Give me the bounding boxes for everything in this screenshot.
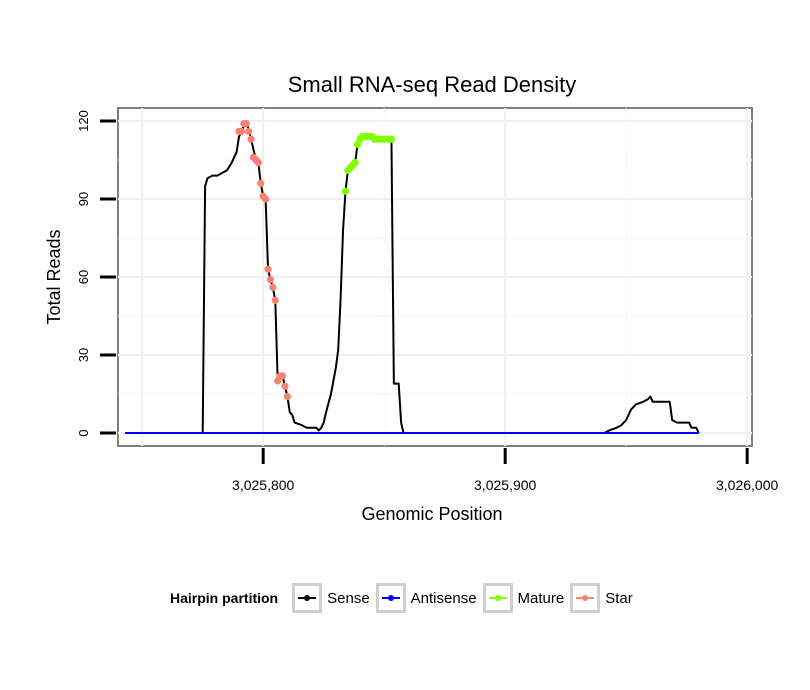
legend-key-star — [570, 583, 601, 613]
legend-key-mature — [482, 583, 513, 613]
legend-key-antisense — [375, 583, 406, 613]
legend-key-sense — [292, 583, 323, 613]
point-mature — [341, 187, 350, 195]
point-star — [281, 382, 289, 390]
point-star — [283, 393, 291, 401]
point-star — [262, 195, 270, 203]
legend-item-sense: Sense — [292, 583, 370, 613]
x-tick-label: 3,026,000 — [716, 477, 778, 493]
y-tick-label: 120 — [76, 110, 91, 132]
point-star — [271, 296, 279, 304]
chart-title: Small RNA-seq Read Density — [288, 72, 577, 97]
plot-panel — [117, 107, 753, 447]
x-tick-label: 3,025,900 — [474, 477, 536, 493]
legend-item-mature: Mature — [482, 583, 565, 613]
y-tick-label: 60 — [76, 270, 91, 284]
series-layer — [125, 120, 700, 434]
point-mature — [351, 159, 359, 167]
point-star — [266, 276, 275, 284]
point-mature — [387, 135, 396, 143]
point-star — [269, 283, 277, 291]
legend-item-star: Star — [570, 583, 633, 613]
point-star — [264, 265, 272, 273]
point-star — [242, 120, 250, 128]
legend-label-star: Star — [605, 589, 633, 607]
axes: 0 30 60 90 120 3,025,800 3,025,900 3,026,000 — [76, 110, 779, 493]
legend-title: Hairpin partition — [170, 590, 279, 606]
point-star — [237, 127, 246, 135]
legend-label-antisense: Antisense — [410, 589, 477, 607]
y-tick-label: 30 — [76, 348, 91, 362]
legend: Hairpin partition Sense Antisense Mature… — [170, 578, 639, 618]
legend-item-antisense: Antisense — [375, 583, 477, 613]
x-tick-label: 3,025,800 — [232, 477, 294, 493]
point-star — [278, 372, 287, 380]
legend-label-mature: Mature — [517, 589, 565, 607]
legend-label-sense: Sense — [327, 589, 370, 607]
point-star — [245, 127, 253, 135]
point-star — [247, 135, 255, 143]
y-tick-label: 0 — [76, 429, 91, 436]
x-axis-label: Genomic Position — [361, 504, 502, 524]
y-tick-label: 90 — [76, 192, 91, 206]
point-star — [254, 159, 262, 167]
point-star — [257, 179, 265, 187]
y-axis-label: Total Reads — [44, 229, 64, 324]
